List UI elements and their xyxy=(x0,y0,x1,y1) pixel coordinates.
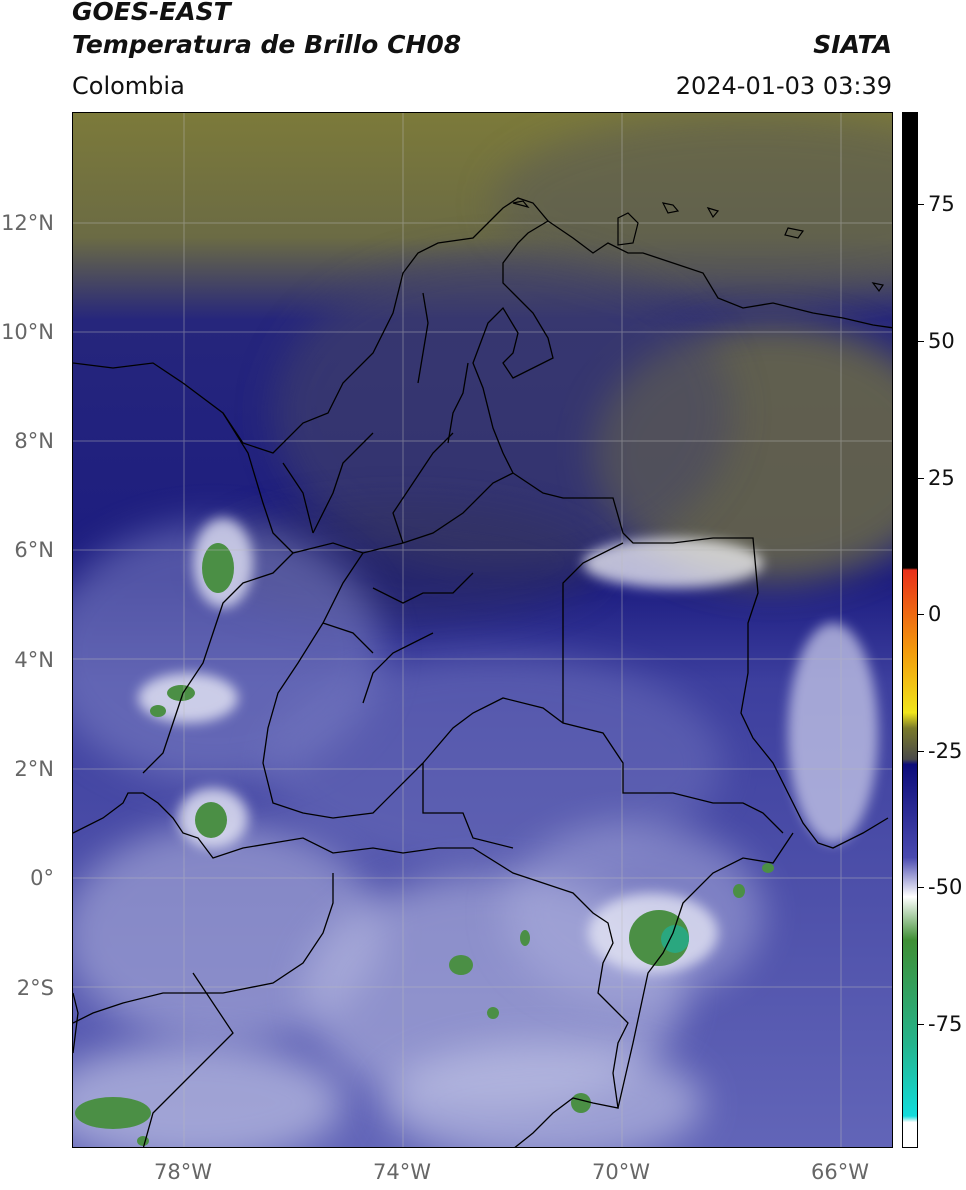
lon-tick-label: 66°W xyxy=(811,1160,869,1184)
lon-tick-label: 70°W xyxy=(592,1160,650,1184)
cloud-field xyxy=(73,113,892,1147)
colorbar-tick xyxy=(918,204,924,205)
title-line-1: GOES-EAST xyxy=(72,0,231,26)
agency-label: SIATA xyxy=(813,30,892,59)
timestamp-label: 2024-01-03 03:39 xyxy=(675,72,892,100)
gridlines xyxy=(73,113,892,1147)
colorbar-label: -50 xyxy=(928,875,963,899)
lat-tick-label: 8°N xyxy=(14,429,54,453)
lat-tick-label: 12°N xyxy=(1,211,54,235)
colorbar-label: -75 xyxy=(928,1012,963,1036)
boundaries xyxy=(73,197,892,1147)
colorbar-tick xyxy=(918,751,924,752)
colorbar-tick xyxy=(918,478,924,479)
colorbar-tick xyxy=(918,341,924,342)
lat-tick-label: 0° xyxy=(30,866,54,890)
lat-tick-label: 2°S xyxy=(16,976,54,1000)
lat-tick-label: 2°N xyxy=(14,757,54,781)
colorbar-tick xyxy=(918,1024,924,1025)
colorbar-label: 25 xyxy=(928,466,955,490)
colorbar-tick xyxy=(918,887,924,888)
region-label: Colombia xyxy=(72,72,185,100)
colorbar-tick xyxy=(918,614,924,615)
lon-tick-label: 74°W xyxy=(373,1160,431,1184)
lat-tick-label: 6°N xyxy=(14,538,54,562)
satellite-map[interactable] xyxy=(72,112,893,1148)
islands xyxy=(512,200,884,293)
title-line-2: Temperatura de Brillo CH08 xyxy=(72,30,462,59)
map-svg xyxy=(73,113,892,1147)
colorbar xyxy=(902,112,918,1148)
lon-tick-label: 78°W xyxy=(154,1160,212,1184)
lat-tick-label: 4°N xyxy=(14,648,54,672)
lat-tick-label: 10°N xyxy=(1,320,54,344)
colorbar-label: 50 xyxy=(928,329,955,353)
colorbar-label: -25 xyxy=(928,739,963,763)
colorbar-label: 75 xyxy=(928,192,955,216)
colorbar-label: 0 xyxy=(928,602,942,626)
cold-cloud-tops xyxy=(75,543,774,1146)
